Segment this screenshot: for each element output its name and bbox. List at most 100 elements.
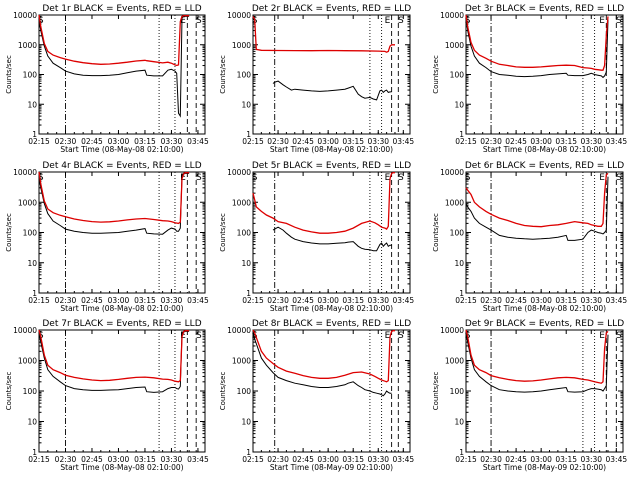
plot-frame	[465, 329, 624, 453]
segment-marker: S	[616, 331, 622, 341]
events-series-line	[38, 172, 190, 235]
events-series-line	[38, 330, 190, 393]
y-tick-label: 10	[454, 259, 464, 268]
y-tick-label: 100	[23, 229, 38, 238]
x-tick-label: 03:00	[530, 137, 552, 146]
y-axis-label: Counts/sec	[5, 213, 13, 252]
y-tick-label: 100	[237, 387, 252, 396]
x-tick-label: 03:00	[108, 296, 130, 305]
segment-marker: S	[398, 331, 404, 341]
lld-series-line	[38, 14, 190, 67]
plot-title: Det 9r BLACK = Events, RED = LLD	[465, 319, 624, 329]
detector-plot-5: Det 5r BLACK = Events, RED = LLD 1 10 100 10…	[219, 161, 414, 313]
y-tick-label: 10000	[227, 11, 251, 20]
x-tick-label: 03:30	[367, 455, 389, 464]
y-tick-label: 10000	[440, 11, 464, 20]
x-tick-label: 02:30	[267, 455, 289, 464]
x-tick-label: 03:45	[606, 455, 628, 464]
y-tick-label: 10000	[440, 168, 464, 177]
segment-marker: S	[465, 173, 471, 183]
detector-plot-3: Det 3r BLACK = Events, RED = LLD 1 10 100 10…	[432, 4, 627, 154]
y-tick-label: 100	[450, 229, 465, 238]
y-tick-label: 10	[27, 259, 37, 268]
lld-series-line	[38, 329, 190, 383]
plot-title: Det 4r BLACK = Events, RED = LLD	[42, 161, 201, 171]
plot-frame	[252, 14, 411, 135]
y-axis-label: Counts/sec	[5, 55, 13, 94]
y-tick-label: 100	[450, 387, 465, 396]
x-tick-label: 02:30	[267, 296, 289, 305]
x-tick-label: 03:15	[134, 296, 156, 305]
y-tick-label: 1000	[232, 198, 251, 207]
y-axis-label: Counts/sec	[432, 372, 440, 411]
x-tick-label: 02:45	[505, 296, 527, 305]
plot-title: Det 1r BLACK = Events, RED = LLD	[42, 4, 201, 14]
events-series-line	[38, 15, 190, 118]
x-axis-label: Start Time (08-May-09 02:10:00)	[270, 463, 393, 472]
events-series-line	[272, 80, 392, 101]
x-tick-label: 03:15	[555, 296, 577, 305]
x-tick-label: 02:45	[505, 137, 527, 146]
lld-series-line	[252, 329, 395, 383]
x-axis-label: Start Time (08-May-08 02:10:00)	[60, 304, 183, 313]
detector-plot-1: Det 1r BLACK = Events, RED = LLD 1 10 100 10…	[5, 4, 209, 154]
x-tick-label: 02:45	[292, 137, 314, 146]
y-tick-label: 1000	[232, 357, 251, 366]
y-tick-label: 10	[454, 418, 464, 427]
detector-plot-7: Det 7r BLACK = Events, RED = LLD 1 10 100 10…	[5, 319, 209, 472]
x-tick-label: 02:45	[292, 455, 314, 464]
x-tick-label: 02:15	[455, 296, 477, 305]
x-axis-label: Start Time (08-May-08 02:10:00)	[270, 145, 393, 154]
x-tick-label: 03:30	[580, 296, 602, 305]
lld-series-line	[465, 172, 609, 228]
y-tick-label: 1000	[18, 198, 37, 207]
y-tick-label: 1000	[18, 357, 37, 366]
x-tick-label: 03:45	[187, 455, 209, 464]
plot-frame	[465, 14, 624, 135]
segment-marker: E	[180, 331, 186, 341]
y-tick-label: 10000	[227, 326, 251, 335]
segment-marker: E	[385, 16, 391, 26]
segment-marker: S	[465, 16, 471, 26]
y-axis-label: Counts/sec	[219, 55, 227, 94]
y-tick-label: 1	[246, 130, 251, 139]
y-axis-label: Counts/sec	[219, 213, 227, 252]
x-tick-label: 03:45	[393, 296, 415, 305]
y-tick-label: 1	[459, 289, 464, 298]
plot-title: Det 2r BLACK = Events, RED = LLD	[252, 4, 411, 14]
y-tick-label: 1000	[445, 41, 464, 50]
y-tick-label: 10	[241, 100, 251, 109]
y-tick-label: 10000	[440, 326, 464, 335]
detector-plot-2: Det 2r BLACK = Events, RED = LLD 1 10 100 10…	[219, 4, 414, 154]
y-tick-label: 100	[450, 71, 465, 80]
x-axis-label: Start Time (08-May-09 02:10:00)	[483, 463, 606, 472]
x-tick-label: 02:30	[480, 137, 502, 146]
x-axis-label: Start Time (08-May-08 02:10:00)	[483, 304, 606, 313]
segment-marker: S	[252, 331, 258, 341]
y-tick-label: 100	[237, 229, 252, 238]
x-tick-label: 02:15	[28, 296, 50, 305]
x-tick-label: 03:45	[187, 137, 209, 146]
x-tick-label: 03:15	[555, 137, 577, 146]
x-tick-label: 03:30	[367, 296, 389, 305]
y-tick-label: 10	[27, 418, 37, 427]
y-tick-label: 1000	[18, 41, 37, 50]
y-tick-label: 1	[32, 130, 37, 139]
x-tick-label: 03:15	[342, 455, 364, 464]
x-tick-label: 02:15	[242, 455, 264, 464]
y-axis-label: Counts/sec	[5, 372, 13, 411]
y-tick-label: 1	[246, 448, 251, 457]
y-tick-label: 100	[237, 71, 252, 80]
x-tick-label: 03:45	[606, 137, 628, 146]
x-tick-label: 03:45	[393, 455, 415, 464]
x-tick-label: 03:15	[134, 137, 156, 146]
x-tick-label: 03:45	[606, 296, 628, 305]
segment-marker: S	[196, 16, 202, 26]
x-tick-label: 02:45	[81, 137, 103, 146]
y-tick-label: 1	[459, 448, 464, 457]
segment-marker: E	[385, 173, 391, 183]
segment-marker: E	[385, 331, 391, 341]
x-tick-label: 02:45	[505, 455, 527, 464]
x-tick-label: 03:45	[393, 137, 415, 146]
events-series-line	[465, 331, 609, 393]
